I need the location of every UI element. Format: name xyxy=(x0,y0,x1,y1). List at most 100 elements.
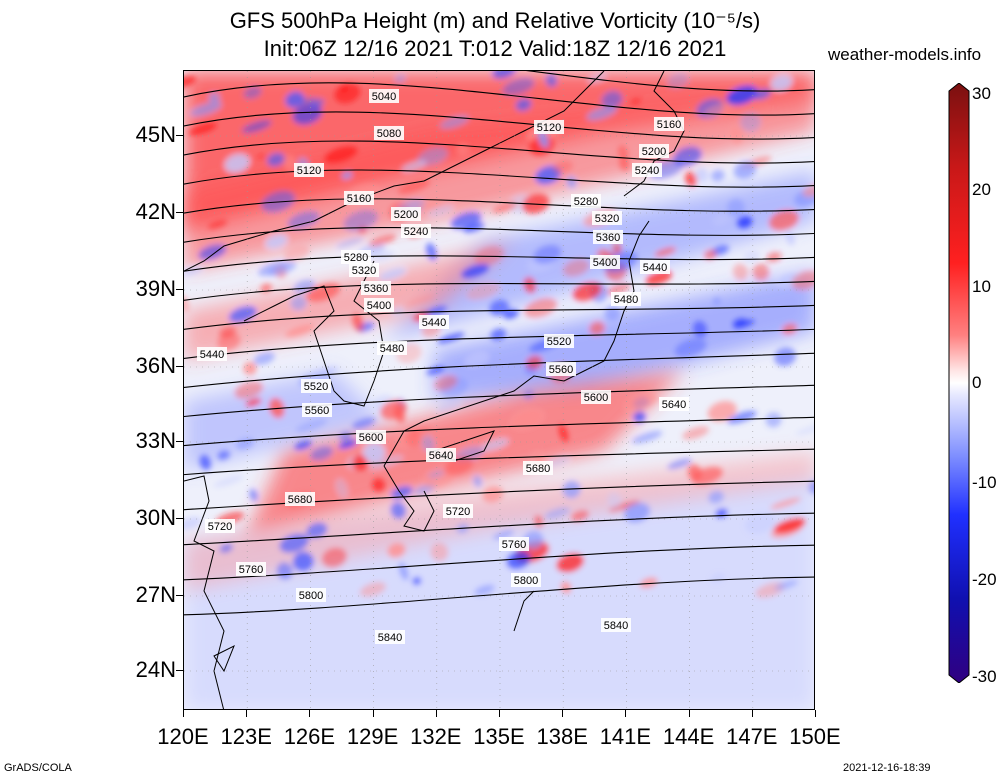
contour-label: 5160 xyxy=(657,119,681,131)
contour-label-bg xyxy=(590,255,620,269)
contour-label: 5520 xyxy=(547,336,571,348)
contour-label-bg xyxy=(341,250,371,264)
contour-label-bg xyxy=(285,492,315,506)
contour-label: 5800 xyxy=(299,590,323,602)
lon-label: 132E xyxy=(410,724,462,749)
lon-tick xyxy=(688,710,690,717)
lon-tick xyxy=(562,710,564,717)
contour-label: 5440 xyxy=(643,262,667,274)
colorbar-label: 20 xyxy=(972,180,991,199)
colorbar-label: -30 xyxy=(972,667,997,686)
contour-label-bg xyxy=(419,315,449,329)
contour-label: 5600 xyxy=(584,392,608,404)
lat-tick xyxy=(176,441,183,442)
contour-label: 5640 xyxy=(429,450,453,462)
contour-label-bg xyxy=(511,573,541,587)
contour-label: 5120 xyxy=(537,122,561,134)
contour-label-bg xyxy=(611,292,641,306)
contour-label: 5280 xyxy=(344,252,368,264)
lon-label: 144E xyxy=(662,724,715,749)
contour-label-bg xyxy=(369,89,399,103)
contour-label: 5480 xyxy=(614,294,638,306)
contour-label-bg xyxy=(601,618,631,632)
lat-tick xyxy=(176,518,183,519)
lon-tick xyxy=(309,710,311,717)
contour-label-bg xyxy=(443,504,473,518)
contour-label-bg xyxy=(236,562,266,576)
contour-label: 5600 xyxy=(359,432,383,444)
contour-label: 5320 xyxy=(352,265,376,277)
contour-label: 5440 xyxy=(200,349,224,361)
colorbar-label: 30 xyxy=(972,84,991,103)
contour-label-bg xyxy=(640,260,670,274)
contour-label-bg xyxy=(197,347,227,361)
contour-label-bg xyxy=(523,461,553,475)
contour-label: 5440 xyxy=(422,317,446,329)
contour-label-bg xyxy=(659,397,689,411)
contour-label: 5360 xyxy=(596,232,620,244)
contour-label: 5320 xyxy=(595,213,619,225)
contour-label: 5840 xyxy=(378,632,402,644)
contour-label: 5680 xyxy=(526,463,550,475)
contour-label: 5240 xyxy=(635,165,659,177)
lon-label: 141E xyxy=(599,724,652,749)
vorticity-field xyxy=(184,71,814,709)
contour-label-bg xyxy=(391,207,421,221)
contour-label: 5280 xyxy=(574,196,598,208)
contour-label-bg xyxy=(593,230,623,244)
lon-label: 138E xyxy=(536,724,588,749)
contour-label: 5200 xyxy=(394,209,418,221)
contour-label: 5800 xyxy=(514,575,538,587)
lat-label: 39N xyxy=(135,276,176,301)
lat-label: 33N xyxy=(135,428,176,453)
footer-timestamp: 2021-12-16-18:39 xyxy=(843,762,931,774)
lon-label: 123E xyxy=(220,724,272,749)
lat-tick xyxy=(176,135,183,136)
contour-label-bg xyxy=(544,334,574,348)
contour-label-bg xyxy=(361,281,391,295)
lon-tick xyxy=(625,710,627,717)
lat-tick xyxy=(176,212,183,213)
lon-tick xyxy=(372,710,374,717)
contour-label-bg xyxy=(344,191,374,205)
lat-label: 24N xyxy=(135,657,176,682)
contour-label: 5560 xyxy=(549,364,573,376)
contour-label-bg xyxy=(534,120,564,134)
contour-label: 5760 xyxy=(239,564,263,576)
lon-label: 147E xyxy=(726,724,778,749)
contour-label-bg xyxy=(571,194,601,208)
contour-label-bg xyxy=(301,379,331,393)
chart-subtitle: Init:06Z 12/16 2021 T:012 Valid:18Z 12/1… xyxy=(263,36,727,61)
contour-label-bg xyxy=(401,224,431,238)
footer-software: GrADS/COLA xyxy=(4,762,72,774)
contour-label-bg xyxy=(499,537,529,551)
contour-label: 5400 xyxy=(367,300,391,312)
lon-label: 120E xyxy=(157,724,209,749)
lat-tick xyxy=(176,366,183,367)
contour-label-bg xyxy=(592,211,622,225)
lon-tick xyxy=(499,710,500,717)
lat-label: 45N xyxy=(135,122,176,147)
lon-tick xyxy=(815,710,816,717)
contour-label: 5400 xyxy=(593,257,617,269)
contour-label: 5760 xyxy=(502,539,526,551)
contour-label: 5640 xyxy=(662,399,686,411)
colorbar xyxy=(948,83,970,683)
lat-label: 27N xyxy=(135,582,176,607)
lon-tick xyxy=(435,710,437,717)
lon-label: 135E xyxy=(473,724,525,749)
contour-label-bg xyxy=(296,588,326,602)
contour-label: 5360 xyxy=(364,283,388,295)
contour-label-bg xyxy=(375,630,405,644)
site-name: weather-models.info xyxy=(828,45,982,64)
contour-label-bg xyxy=(364,298,394,312)
contour-label: 5480 xyxy=(380,343,404,355)
contour-label-bg xyxy=(632,163,662,177)
contour-label: 5720 xyxy=(446,506,470,518)
contour-label: 5560 xyxy=(305,405,329,417)
lat-label: 30N xyxy=(135,505,176,530)
lat-label: 36N xyxy=(135,353,176,378)
colorbar-label: -20 xyxy=(972,570,997,589)
colorbar-label: 10 xyxy=(972,277,991,296)
contour-label-bg xyxy=(302,403,332,417)
